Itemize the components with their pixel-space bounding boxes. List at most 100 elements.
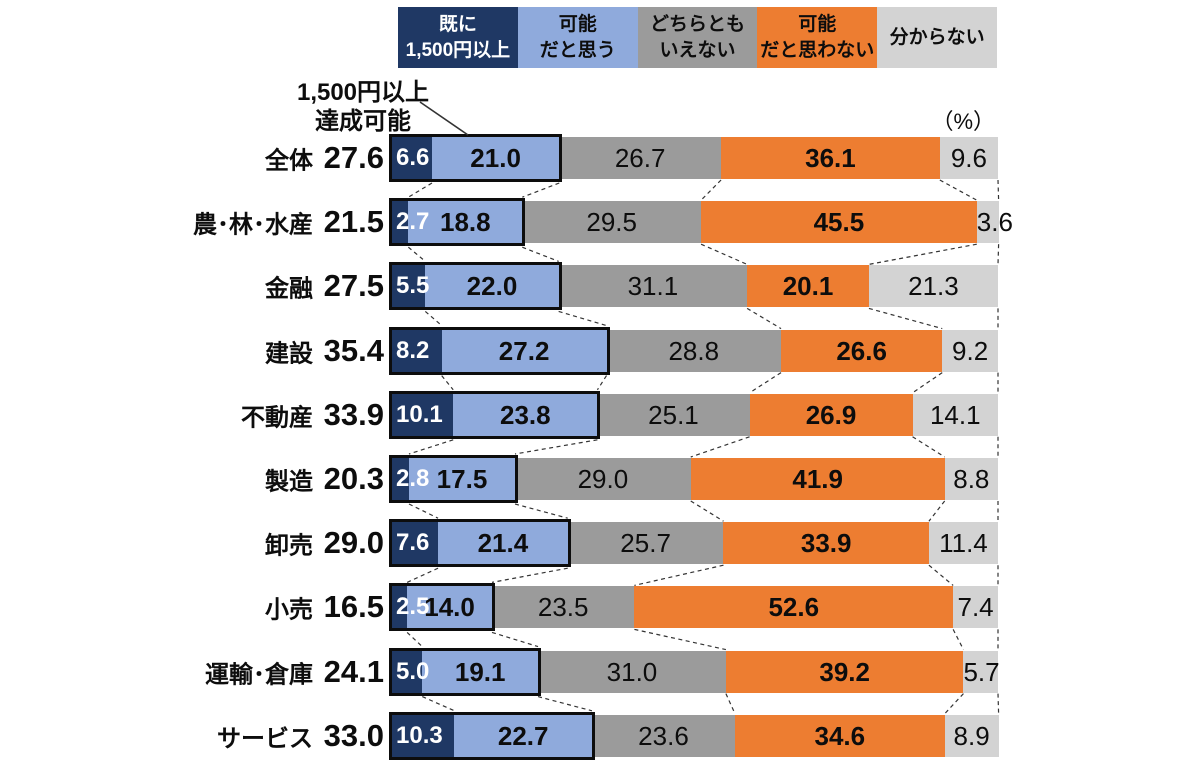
segment-think-possible: 23.8 [453, 393, 598, 436]
bar-row: 8.2 27.2 28.8 26.6 9.2 [392, 329, 998, 372]
segment-neither: 28.8 [606, 329, 782, 372]
segment-value: 45.5 [813, 207, 865, 238]
segment-neither: 23.5 [491, 586, 635, 629]
connector-dashed-line [912, 436, 945, 458]
segment-value: 21.0 [470, 143, 521, 173]
segment-value: 9.6 [950, 143, 987, 173]
category-label: 全体 [265, 147, 313, 175]
connector-dashed-line [700, 243, 748, 265]
segment-dont-know: 7.4 [953, 586, 998, 629]
segment-think-not-possible: 26.9 [749, 393, 913, 436]
group-total-label: 35.4 [323, 332, 384, 368]
segment-neither: 31.1 [558, 265, 748, 308]
segment-think-not-possible: 39.2 [725, 650, 964, 693]
segment-value: 23.5 [537, 592, 589, 623]
segment-value: 21.4 [477, 528, 529, 559]
connector-dashed-line [406, 567, 439, 583]
segment-dont-know: 8.9 [944, 714, 999, 757]
connector-dashed-line [912, 372, 943, 394]
connector-dashed-line [408, 503, 439, 519]
connector-dashed-line [997, 244, 1000, 265]
segment-value: 11.4 [939, 528, 988, 559]
segment-neither: 29.0 [515, 458, 691, 500]
legend-label: 既に [438, 13, 477, 35]
connector-dashed-line [514, 503, 568, 519]
segment-already-over-1500: 5.5 [392, 265, 429, 308]
connector-dashed-line [746, 307, 782, 330]
bar-row: 6.6 21.0 26.7 36.1 9.6 [392, 137, 998, 179]
segment-already-over-1500: 7.6 [392, 522, 439, 565]
segment-value: 25.1 [648, 399, 699, 430]
legend-label: 1,500円以上 [405, 39, 511, 61]
connector-dashed-line [537, 696, 593, 712]
unit-label: （%） [931, 109, 995, 134]
connector-dashed-line [522, 182, 560, 198]
segment-think-possible: 27.2 [441, 329, 607, 372]
segment-think-possible: 22.0 [425, 265, 559, 308]
segment-value: 34.6 [814, 720, 866, 751]
segment-value: 22.7 [497, 720, 549, 751]
bar-row: 5.5 22.0 31.1 20.1 21.3 [392, 265, 998, 308]
segment-value: 28.8 [668, 335, 720, 366]
segment-value: 31.1 [627, 271, 679, 302]
segment-neither: 29.5 [522, 201, 702, 244]
segment-think-possible: 17.5 [408, 458, 515, 500]
connector-dashed-line [997, 693, 1000, 714]
segment-value: 7.6 [396, 529, 430, 557]
connector-dashed-line [558, 310, 607, 327]
segment-dont-know: 11.4 [928, 522, 998, 565]
connector-dashed-line [634, 628, 727, 651]
connector-dashed-line [514, 439, 598, 455]
connector-dashed-line [749, 372, 782, 394]
category-label: サービス [217, 725, 313, 753]
segment-value: 25.7 [620, 528, 671, 559]
segment-value: 8.2 [396, 336, 430, 364]
segment-think-possible: 14.0 [407, 586, 492, 629]
segment-value: 26.6 [836, 335, 887, 366]
connector-dashed-line [928, 500, 946, 522]
segment-think-not-possible: 52.6 [634, 586, 954, 629]
connector-dashed-line [928, 564, 954, 586]
legend-label: だと思わない [760, 39, 875, 61]
group-total-label: 27.6 [323, 140, 384, 175]
connector-dashed-line [952, 629, 964, 650]
segment-already-over-1500: 8.2 [392, 329, 442, 372]
segment-already-over-1500: 5.0 [392, 650, 429, 693]
connector-dashed-line [690, 436, 750, 458]
segment-think-possible: 18.8 [408, 201, 523, 244]
group-annotation-line2: 達成可能 [315, 108, 411, 135]
group-total-label: 33.0 [323, 717, 384, 753]
connector-dashed-line [868, 243, 977, 265]
segment-value: 41.9 [792, 464, 843, 494]
segment-value: 20.1 [782, 271, 834, 302]
segment-already-over-1500: 10.3 [392, 714, 455, 757]
segment-dont-know: 3.6 [976, 201, 1013, 244]
segment-value: 2.8 [396, 465, 430, 492]
segment-value: 39.2 [819, 656, 870, 687]
bar-row: 5.0 19.1 31.0 39.2 5.7 [392, 650, 1000, 693]
legend-item-think-possible: 可能 だと思う [517, 7, 638, 68]
segment-neither: 31.0 [538, 650, 726, 693]
connector-dashed-line [408, 439, 454, 455]
legend-label: どちらとも [649, 13, 745, 35]
group-total-label: 24.1 [323, 653, 384, 689]
segment-value: 21.3 [908, 271, 959, 302]
group-total-label: 20.3 [323, 461, 384, 496]
segment-value: 52.6 [768, 592, 820, 623]
segment-dont-know: 14.1 [912, 393, 998, 436]
group-total-label: 33.9 [323, 396, 384, 432]
segment-value: 5.0 [396, 657, 430, 685]
segment-value: 26.7 [614, 143, 666, 173]
group-total-label: 16.5 [323, 589, 384, 625]
segment-value: 8.8 [953, 464, 990, 494]
connector-dashed-line [939, 179, 978, 201]
legend-item-neither: どちらとも いえない [637, 7, 758, 68]
category-label: 農･林･水産 [193, 211, 313, 239]
legend-item-already-over-1500: 既に 1,500円以上 [398, 7, 518, 68]
segment-think-not-possible: 33.9 [723, 522, 929, 565]
segment-neither: 23.6 [591, 714, 735, 757]
connector-dashed-line [596, 375, 608, 391]
bar-row: 10.1 23.8 25.1 26.9 14.1 [392, 393, 998, 436]
segment-already-over-1500: 2.8 [392, 458, 429, 500]
chart-legend: 既に 1,500円以上 可能 だと思う どちらとも いえない 可能 だと思わない 分からない [398, 7, 997, 68]
